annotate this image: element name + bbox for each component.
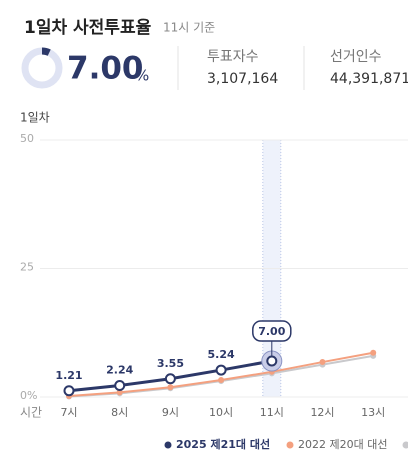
x-tick-label: 9시: [162, 406, 179, 419]
donut-arc: [41, 47, 51, 56]
legend-dot: [286, 441, 294, 449]
title: 1일차 사전투표율: [24, 18, 152, 38]
tooltip-label: 7.00: [258, 325, 285, 338]
point: [319, 359, 326, 366]
x-tick-label: 13시: [361, 406, 385, 419]
y-tick-label: 0%: [20, 389, 37, 402]
value-label: 2.24: [106, 363, 133, 376]
tooltip-box: [252, 320, 292, 342]
electorate-label: 선거인수: [330, 49, 382, 65]
value-label: 3.55: [157, 357, 184, 370]
point: [164, 373, 176, 385]
voters: 3,107,164: [207, 71, 278, 87]
point: [116, 389, 123, 396]
legend-dot: [402, 441, 408, 449]
y-tick-label: 25: [20, 261, 34, 274]
point: [266, 355, 278, 367]
point: [215, 364, 227, 376]
x-title: 시간: [20, 406, 42, 420]
x-tick-label: 11시: [260, 406, 284, 419]
legend-label: 2025 제21대 대선: [176, 437, 270, 451]
voters-label: 투표자수: [207, 49, 259, 65]
y-title: 1일차: [20, 111, 50, 125]
value-label: 5.24: [208, 348, 235, 361]
rate: 7.00: [67, 51, 144, 87]
legend-label: 2022 제20대 대선: [298, 438, 387, 451]
legend-dot: [164, 441, 172, 449]
point: [63, 385, 75, 397]
rate-unit: %: [135, 67, 149, 85]
x-tick-label: 10시: [209, 406, 233, 419]
x-tick-label: 12시: [310, 406, 334, 419]
point: [370, 349, 377, 356]
basis: 11시 기준: [163, 21, 215, 35]
x-tick-label: 7시: [60, 406, 77, 419]
x-tick-label: 8시: [111, 406, 128, 419]
y-tick-label: 50: [20, 132, 34, 145]
value-label: 1.21: [55, 369, 82, 382]
point: [114, 379, 126, 391]
point: [218, 377, 225, 384]
electorate: 44,391,871: [330, 71, 408, 87]
donut-track: [21, 47, 63, 89]
point: [167, 384, 174, 391]
